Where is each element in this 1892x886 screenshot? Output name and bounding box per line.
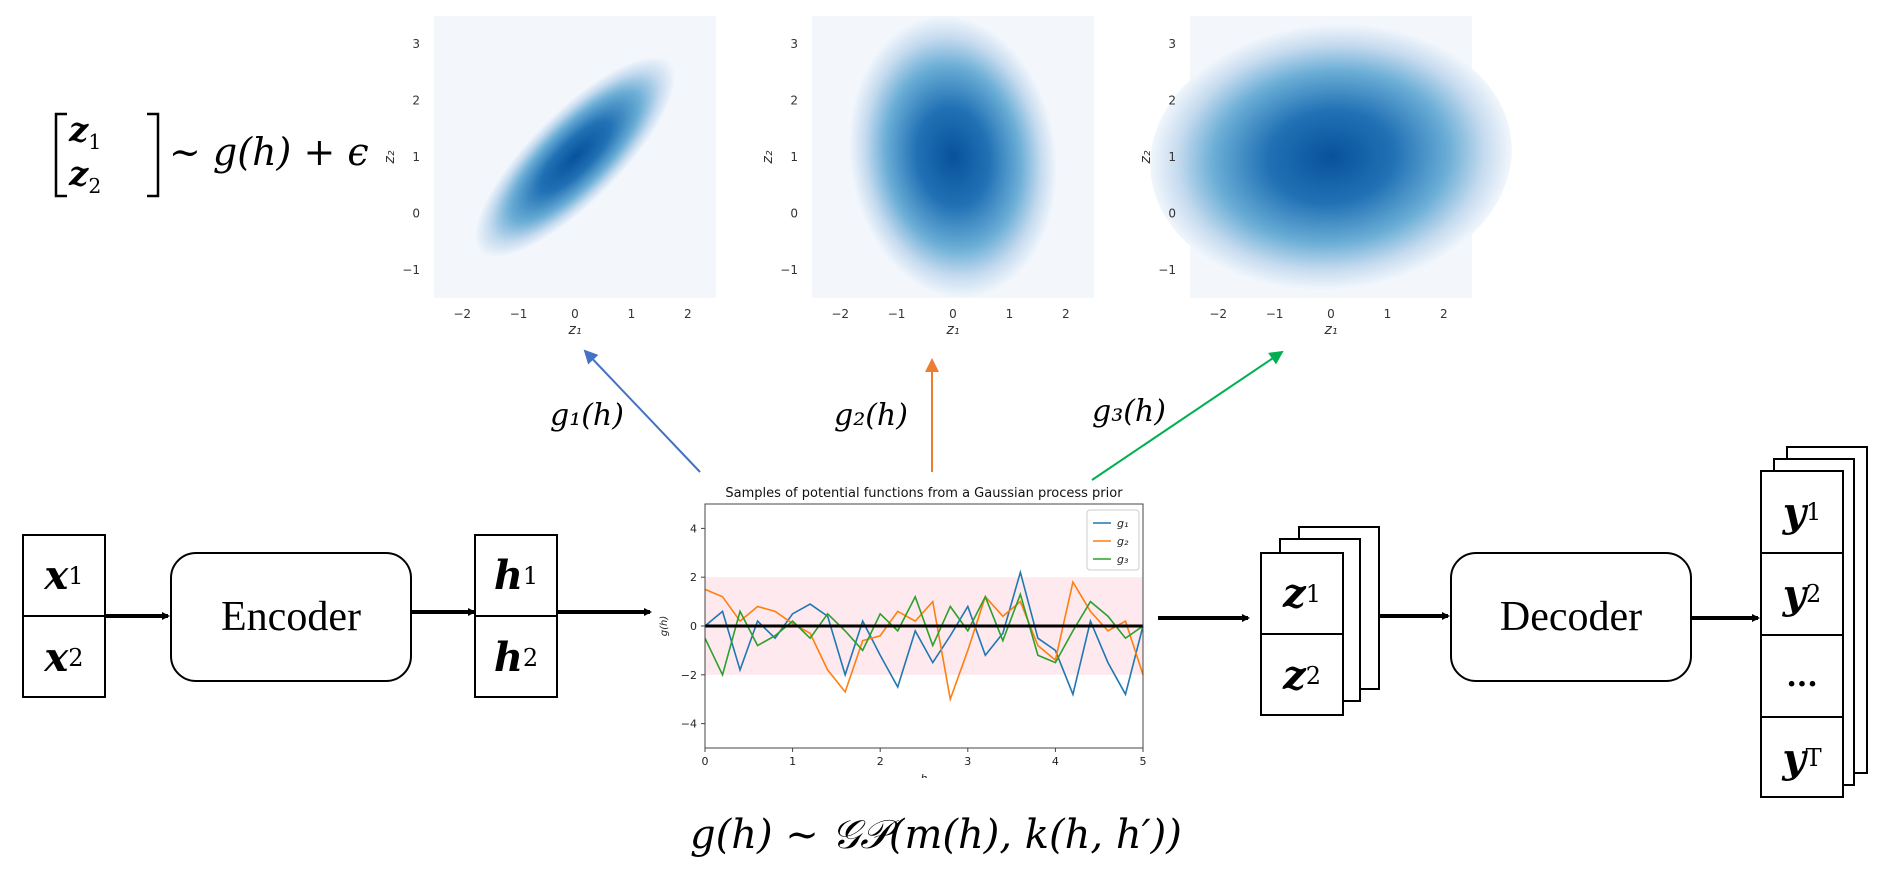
y-tick-label: 2 xyxy=(412,94,420,108)
decoder-block: Decoder xyxy=(1450,552,1692,682)
y-tick-label: −4 xyxy=(681,718,697,731)
gp-samples-chart: Samples of potential functions from a Ga… xyxy=(659,486,1147,778)
x-tick-label: 2 xyxy=(877,755,884,768)
legend-label: g₃ xyxy=(1117,553,1129,566)
output-cell-ellipsis: ... xyxy=(1762,636,1842,718)
y-tick-label: 3 xyxy=(790,37,798,51)
x-tick-label: 0 xyxy=(702,755,709,768)
x-tick-label: −1 xyxy=(1266,307,1284,321)
formula-z1: z xyxy=(69,110,89,150)
formula-z2: z xyxy=(69,154,89,194)
label-g3: g₃(h) xyxy=(1092,394,1166,429)
encoder-block: Encoder xyxy=(170,552,412,682)
x-tick-label: −2 xyxy=(453,307,471,321)
legend-label: g₂ xyxy=(1117,535,1129,548)
x-tick-label: −1 xyxy=(888,307,906,321)
y-axis-label: z₂ xyxy=(760,150,776,164)
y-tick-label: 1 xyxy=(790,150,798,164)
bottom-formula: g(h) ~ 𝒢𝒫(m(h), k(h, h′)) xyxy=(690,812,1182,858)
y-tick-label: 0 xyxy=(1168,206,1176,220)
label-g1: g₁(h) xyxy=(550,398,624,433)
x-axis-label: z₁ xyxy=(1324,322,1338,338)
contour-plot-1: −2 −1 0 1 2 3 2 1 0 −1 z₁ z₂ xyxy=(382,16,716,338)
x-tick-label: 0 xyxy=(1327,307,1335,321)
y-tick-label: 1 xyxy=(412,150,420,164)
y-axis-label: z₂ xyxy=(1138,150,1154,164)
y-tick-label: 1 xyxy=(1168,150,1176,164)
contour-plot-3: −2 −1 0 1 2 3 2 1 0 −1 z₁ z₂ xyxy=(1138,16,1512,338)
chart-legend: g₁ g₂ g₃ xyxy=(1086,509,1140,571)
x-tick-label: 2 xyxy=(684,307,692,321)
x-tick-label: 1 xyxy=(628,307,636,321)
legend-label: g₁ xyxy=(1117,517,1128,530)
x-tick-label: 5 xyxy=(1140,755,1147,768)
y-tick-label: 0 xyxy=(690,620,697,633)
formula-rhs: ~ g(h) + ϵ xyxy=(169,130,369,174)
y-tick-label: −1 xyxy=(1158,263,1176,277)
legend-box xyxy=(1086,509,1140,571)
y-tick-label: −2 xyxy=(681,669,697,682)
chart-title: Samples of potential functions from a Ga… xyxy=(725,486,1123,501)
x-tick-label: 2 xyxy=(1440,307,1448,321)
left-bracket xyxy=(54,112,67,198)
y-tick-label: −1 xyxy=(780,263,798,277)
y-tick-label: 0 xyxy=(790,206,798,220)
y-tick-label: 3 xyxy=(1168,37,1176,51)
y-tick-label: 0 xyxy=(412,206,420,220)
contour-plot-2: −2 −1 0 1 2 3 2 1 0 −1 z₁ z₂ xyxy=(760,16,1094,338)
x-tick-label: 1 xyxy=(1384,307,1392,321)
right-bracket xyxy=(147,112,160,198)
contour-plots: −2 −1 0 1 2 3 2 1 0 −1 z₁ z₂ −2 −1 0 1 2 3 2 1 0 −1 z₁ z₂ −2 −1 0 1… xyxy=(382,16,1512,338)
y-tick-label: 3 xyxy=(412,37,420,51)
x-tick-label: 1 xyxy=(789,755,796,768)
label-g2: g₂(h) xyxy=(834,398,908,433)
arrow-g1 xyxy=(583,349,701,473)
series-line-g₂ xyxy=(704,579,1144,703)
arrow-g3 xyxy=(1091,350,1284,481)
x-tick-label: 3 xyxy=(964,755,971,768)
x-tick-label: 1 xyxy=(1006,307,1014,321)
x-tick-label: 0 xyxy=(949,307,957,321)
x-tick-label: −1 xyxy=(510,307,528,321)
y-tick-label: 4 xyxy=(690,522,697,535)
density-contour xyxy=(849,16,1057,298)
y-axis-label: g(h) xyxy=(659,616,670,637)
y-axis-label: z₂ xyxy=(382,150,398,164)
y-tick-label: 2 xyxy=(790,94,798,108)
x-axis-label: h xyxy=(921,772,928,778)
x-axis-label: z₁ xyxy=(568,322,582,338)
x-tick-label: −2 xyxy=(831,307,849,321)
density-contour xyxy=(1150,24,1512,290)
x-axis-label: z₁ xyxy=(946,322,960,338)
y-tick-label: −1 xyxy=(402,263,420,277)
series-line-g₃ xyxy=(704,591,1144,678)
x-tick-label: 4 xyxy=(1052,755,1059,768)
y-tick-label: 2 xyxy=(690,571,697,584)
x-tick-label: 0 xyxy=(571,307,579,321)
x-tick-label: 2 xyxy=(1062,307,1070,321)
y-tick-label: 2 xyxy=(1168,94,1176,108)
density-contour xyxy=(475,57,675,257)
x-tick-label: −2 xyxy=(1209,307,1227,321)
